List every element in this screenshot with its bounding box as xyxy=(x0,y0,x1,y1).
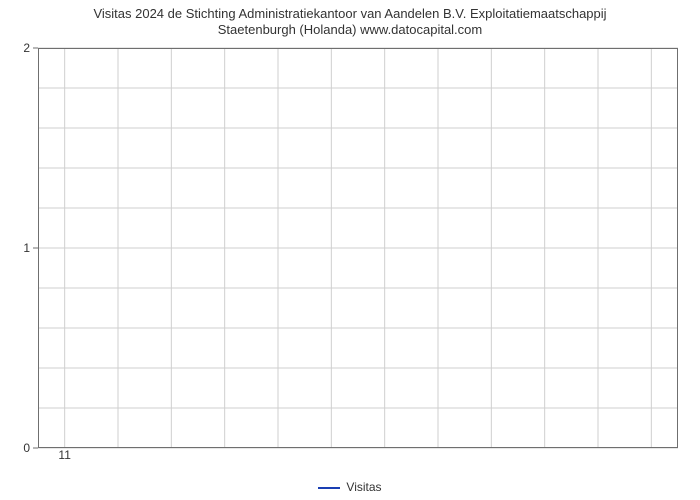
plot-svg xyxy=(38,48,678,448)
chart-title-line-2: Staetenburgh (Holanda) www.datocapital.c… xyxy=(218,22,482,37)
legend-label: Visitas xyxy=(346,480,381,494)
plot-area xyxy=(38,48,678,448)
chart-title: Visitas 2024 de Stichting Administratiek… xyxy=(0,6,700,39)
chart-title-line-1: Visitas 2024 de Stichting Administratiek… xyxy=(93,6,606,21)
y-tick-label: 1 xyxy=(23,241,30,255)
chart-container: Visitas 2024 de Stichting Administratiek… xyxy=(0,0,700,500)
x-tick-label: 11 xyxy=(58,448,70,462)
y-tick-label: 0 xyxy=(23,441,30,455)
legend-swatch xyxy=(318,484,340,492)
y-axis-labels: 012 xyxy=(0,48,34,448)
x-axis-labels: 11 xyxy=(38,448,678,466)
y-tick-label: 2 xyxy=(23,41,30,55)
legend: Visitas xyxy=(0,480,700,494)
